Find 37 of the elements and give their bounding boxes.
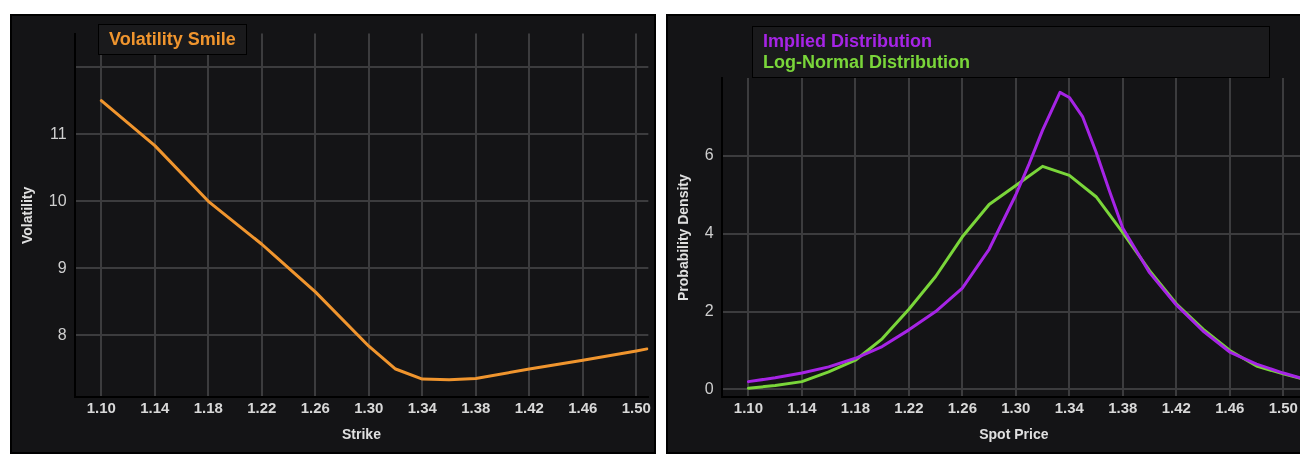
y-tick-label: 6: [704, 146, 714, 164]
y-axis-title: Volatility: [19, 186, 36, 245]
x-tick-label: 1.26: [300, 399, 330, 417]
x-tick-label: 1.14: [140, 399, 171, 417]
y-tick-label: 4: [704, 224, 714, 242]
x-tick-label: 1.22: [247, 399, 277, 417]
y-tick-label: 8: [57, 325, 67, 343]
x-tick-label: 1.50: [621, 399, 651, 417]
x-tick-label: 1.38: [461, 399, 491, 417]
x-tick-label: 1.42: [1161, 399, 1191, 417]
x-tick-label: 1.10: [733, 399, 764, 417]
x-tick-label: 1.26: [947, 399, 977, 417]
y-tick-label: 0: [704, 379, 714, 397]
x-tick-label: 1.22: [894, 399, 924, 417]
x-tick-label: 1.42: [514, 399, 544, 417]
y-tick-label: 9: [57, 258, 67, 276]
x-tick-label: 1.18: [193, 399, 223, 417]
x-tick-label: 1.10: [86, 399, 116, 417]
text: Log-Normal Distribution: [763, 52, 971, 73]
x-axis-title: Strike: [342, 426, 382, 443]
x-tick-label: 1.46: [1215, 399, 1245, 417]
x-tick-label: 1.30: [1001, 399, 1031, 417]
x-tick-label: 1.50: [1268, 399, 1298, 417]
text: Volatility Smile: [109, 29, 236, 50]
x-tick-label: 1.14: [787, 399, 818, 417]
x-tick-label: 1.46: [568, 399, 598, 417]
x-tick-label: 1.38: [1108, 399, 1138, 417]
y-tick-label: 11: [49, 124, 67, 142]
text: Implied Distribution: [763, 31, 933, 52]
x-tick-label: 1.34: [1054, 399, 1085, 417]
y-axis-title: Probability Density: [675, 173, 692, 302]
y-tick-label: 10: [48, 191, 67, 209]
x-axis-title: Spot Price: [979, 426, 1049, 443]
y-tick-label: 2: [704, 301, 714, 319]
x-tick-label: 1.30: [354, 399, 384, 417]
x-tick-label: 1.34: [407, 399, 438, 417]
x-tick-label: 1.18: [840, 399, 871, 417]
